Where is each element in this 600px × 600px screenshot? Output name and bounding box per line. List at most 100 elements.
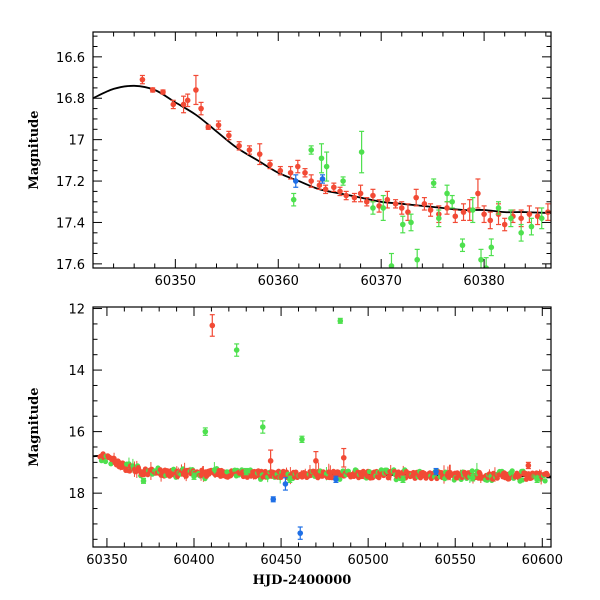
y-tick-label: 17.6 <box>56 258 85 273</box>
data-point <box>302 169 308 176</box>
x-tick-label: 60500 <box>347 553 388 568</box>
data-point <box>333 476 339 483</box>
data-point <box>322 186 329 193</box>
data-point <box>226 132 232 139</box>
plot-area <box>93 314 551 540</box>
data-point <box>436 215 442 222</box>
x-tick-label: 60450 <box>260 553 301 568</box>
data-point <box>198 105 204 112</box>
data-point <box>331 184 337 191</box>
data-point <box>444 190 450 197</box>
data-point <box>506 476 512 482</box>
data-point <box>286 476 293 483</box>
data-point <box>337 188 343 195</box>
data-point <box>102 458 109 465</box>
data-point <box>357 190 364 197</box>
data-point <box>459 242 466 249</box>
data-point <box>184 97 191 104</box>
data-point <box>501 221 508 228</box>
data-point <box>193 87 199 93</box>
data-point <box>297 530 304 536</box>
y-tick-label: 16.8 <box>56 92 85 107</box>
data-point <box>400 476 406 483</box>
y-tick-label: 17.2 <box>56 175 85 190</box>
plot-area <box>93 74 551 268</box>
data-point <box>337 476 343 482</box>
data-point <box>487 217 494 224</box>
data-point <box>277 167 284 174</box>
data-point <box>399 221 406 228</box>
data-point <box>538 215 545 222</box>
data-point <box>469 474 476 481</box>
lower-panel-full-light-curve: 60350 60400 60450 60500 60550 60600 12 14 16 18 Ma… <box>27 303 563 588</box>
data-point <box>236 143 242 149</box>
data-point <box>351 194 358 201</box>
data-point <box>343 192 349 199</box>
data-point <box>299 436 305 443</box>
data-point <box>205 124 212 131</box>
data-point <box>323 163 330 170</box>
data-point <box>519 477 526 483</box>
data-point <box>366 469 373 475</box>
data-point <box>526 211 533 217</box>
x-tick-label: 60350 <box>155 274 196 289</box>
data-point <box>509 468 515 474</box>
data-point <box>392 201 399 207</box>
data-point <box>108 461 114 467</box>
data-point <box>413 194 419 201</box>
data-point <box>180 101 187 108</box>
y-tick-label: 12 <box>68 303 85 318</box>
data-point <box>149 87 156 93</box>
data-point <box>270 496 277 503</box>
data-point <box>282 481 289 487</box>
data-point <box>475 190 481 197</box>
data-point <box>233 347 240 353</box>
data-point <box>318 155 325 162</box>
data-point <box>243 468 250 475</box>
data-point <box>191 473 197 480</box>
y-tick-label: 16 <box>68 426 85 441</box>
data-point <box>469 207 476 213</box>
data-point <box>290 196 297 203</box>
data-point <box>170 101 177 108</box>
data-point <box>337 318 344 324</box>
data-point <box>483 265 489 268</box>
data-point <box>452 213 459 220</box>
data-point <box>414 256 421 263</box>
x-tick-label: 60550 <box>435 553 476 568</box>
data-point <box>430 180 437 186</box>
data-point <box>398 205 405 211</box>
data-point <box>363 198 370 205</box>
data-point <box>202 428 209 435</box>
data-point <box>495 205 502 211</box>
plot-frame <box>92 306 552 548</box>
data-point <box>478 256 484 263</box>
data-point <box>160 89 166 95</box>
data-point <box>427 207 434 213</box>
data-point <box>139 76 146 83</box>
upper-panel-zoomed-light-curve: 60350 60360 60370 60380 16.6 16.8 17 17.2 17.4 17… <box>27 31 552 289</box>
x-tick-label: 60360 <box>258 274 299 289</box>
data-point <box>544 472 551 478</box>
y-tick-label: 14 <box>68 364 85 379</box>
data-point <box>518 215 524 222</box>
y-axis-label: Magnitude <box>27 387 42 466</box>
data-point <box>319 176 326 182</box>
data-point <box>534 476 540 483</box>
data-point <box>469 468 475 474</box>
x-axis-label: HJD-2400000 <box>253 573 352 588</box>
data-point <box>380 205 387 211</box>
data-point <box>518 230 524 236</box>
data-point <box>267 161 273 168</box>
data-point <box>215 122 222 128</box>
data-point <box>308 178 314 184</box>
data-point <box>444 205 450 211</box>
y-tick-label: 17.4 <box>56 216 85 231</box>
data-point <box>295 163 301 170</box>
x-tick-label: 60400 <box>173 553 214 568</box>
data-point <box>209 322 216 329</box>
data-point <box>316 182 323 188</box>
y-tick-label: 16.6 <box>56 51 85 66</box>
data-point <box>308 147 314 153</box>
